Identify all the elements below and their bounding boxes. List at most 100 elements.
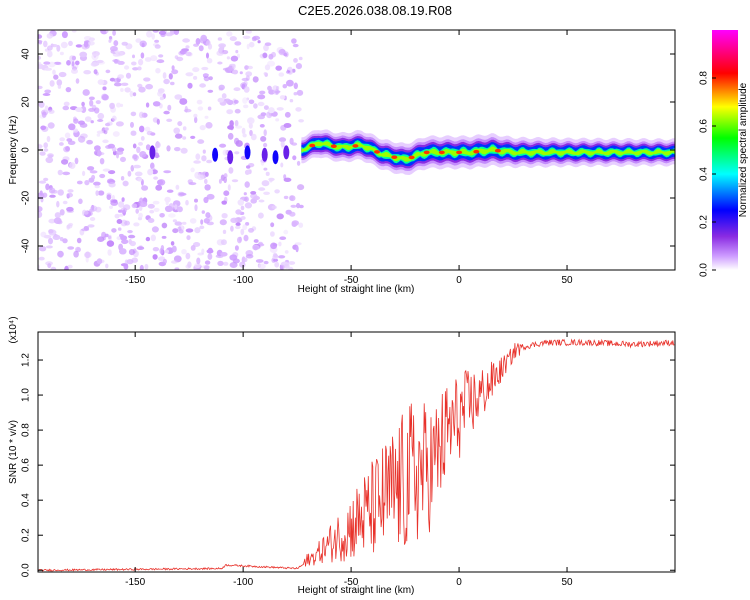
noise-speckle bbox=[241, 127, 246, 135]
noise-speckle bbox=[39, 151, 46, 156]
noise-speckle bbox=[43, 234, 52, 239]
noise-speckle bbox=[284, 111, 291, 118]
noise-speckle bbox=[253, 103, 258, 109]
noise-speckle bbox=[154, 44, 161, 49]
noise-speckle bbox=[87, 224, 95, 228]
noise-speckle bbox=[57, 189, 64, 196]
noise-speckle bbox=[97, 112, 105, 120]
noise-speckle bbox=[258, 241, 264, 246]
noise-speckle bbox=[150, 234, 156, 242]
noise-speckle bbox=[200, 219, 204, 225]
noise-speckle bbox=[41, 111, 47, 118]
noise-speckle bbox=[161, 235, 167, 239]
noise-speckle bbox=[59, 237, 64, 242]
noise-speckle bbox=[116, 219, 123, 224]
noise-speckle bbox=[201, 248, 205, 255]
noise-speckle bbox=[87, 166, 95, 171]
noise-speckle bbox=[289, 195, 296, 202]
noise-speckle bbox=[246, 165, 251, 169]
noise-speckle bbox=[90, 62, 99, 67]
noise-speckle bbox=[223, 176, 227, 183]
noise-speckle bbox=[279, 236, 287, 240]
noise-speckle bbox=[136, 146, 141, 153]
noise-speckle bbox=[235, 209, 242, 215]
noise-speckle bbox=[44, 89, 52, 94]
noise-speckle bbox=[240, 216, 246, 220]
noise-speckle bbox=[144, 263, 149, 270]
noise-speckle bbox=[201, 155, 207, 162]
noise-speckle bbox=[57, 84, 62, 89]
noise-speckle bbox=[59, 209, 65, 216]
noise-speckle bbox=[136, 246, 145, 251]
noise-speckle bbox=[138, 58, 144, 66]
noise-speckle bbox=[290, 204, 297, 208]
noise-speckle bbox=[278, 255, 286, 259]
noise-speckle bbox=[116, 102, 121, 108]
noise-speckle bbox=[248, 41, 255, 48]
noise-speckle bbox=[81, 228, 90, 232]
noise-speckle bbox=[248, 122, 253, 129]
noise-speckle bbox=[199, 83, 207, 88]
noise-speckle bbox=[162, 258, 167, 264]
noise-speckle bbox=[38, 56, 41, 60]
noise-speckle bbox=[171, 69, 179, 75]
noise-speckle bbox=[96, 133, 101, 137]
noise-speckle bbox=[146, 130, 153, 136]
noise-speckle bbox=[47, 263, 52, 269]
noise-speckle bbox=[71, 55, 76, 61]
y-tick-label: 0.8 bbox=[21, 423, 32, 437]
noise-speckle bbox=[50, 266, 57, 270]
noise-speckle bbox=[202, 149, 206, 154]
noise-speckle bbox=[62, 238, 68, 244]
noise-speckle bbox=[93, 69, 98, 75]
noise-speckle bbox=[297, 184, 305, 191]
noise-speckle bbox=[295, 107, 302, 112]
noise-speckle bbox=[234, 120, 239, 127]
noise-speckle bbox=[196, 257, 201, 265]
noise-speckle bbox=[44, 67, 52, 71]
noise-speckle bbox=[298, 222, 304, 228]
noise-speckle bbox=[152, 247, 160, 252]
signal-hotspot bbox=[330, 144, 337, 148]
x-tick-label: -50 bbox=[344, 275, 359, 286]
noise-speckle bbox=[156, 59, 165, 64]
noise-speckle bbox=[83, 210, 89, 215]
noise-speckle bbox=[163, 110, 170, 115]
noise-speckle bbox=[138, 86, 146, 93]
noise-speckle bbox=[220, 252, 228, 257]
noise-speckle bbox=[151, 169, 158, 175]
noise-speckle bbox=[179, 98, 188, 105]
noise-speckle bbox=[97, 236, 105, 242]
noise-speckle bbox=[146, 30, 153, 38]
noise-speckle bbox=[298, 119, 304, 123]
noise-speckle bbox=[43, 148, 49, 152]
noise-speckle bbox=[166, 145, 171, 152]
noise-speckle bbox=[143, 77, 151, 82]
noise-speckle bbox=[131, 257, 138, 263]
x-tick-label: 0 bbox=[456, 275, 462, 286]
noise-speckle bbox=[292, 155, 297, 161]
noise-speckle bbox=[194, 171, 201, 179]
noise-speckle bbox=[206, 58, 213, 64]
noise-speckle bbox=[201, 66, 209, 71]
noise-speckle bbox=[217, 37, 223, 41]
noise-speckle bbox=[38, 206, 43, 212]
noise-speckle bbox=[271, 51, 276, 58]
noise-speckle bbox=[110, 45, 118, 52]
noise-speckle bbox=[62, 200, 68, 205]
noise-speckle bbox=[65, 87, 72, 93]
noise-speckle bbox=[295, 63, 302, 70]
x-tick-label: 50 bbox=[561, 577, 573, 588]
noise-speckle bbox=[218, 43, 227, 48]
noise-speckle bbox=[251, 244, 260, 251]
noise-speckle bbox=[174, 204, 178, 210]
noise-speckle bbox=[177, 121, 183, 127]
noise-speckle bbox=[68, 40, 73, 47]
noise-speckle bbox=[124, 65, 130, 70]
noise-speckle bbox=[296, 160, 301, 166]
noise-speckle bbox=[234, 245, 239, 251]
x-tick-label: -150 bbox=[125, 275, 145, 286]
noise-speckle bbox=[262, 52, 268, 59]
noise-speckle bbox=[263, 72, 267, 76]
noise-speckle bbox=[53, 74, 59, 80]
